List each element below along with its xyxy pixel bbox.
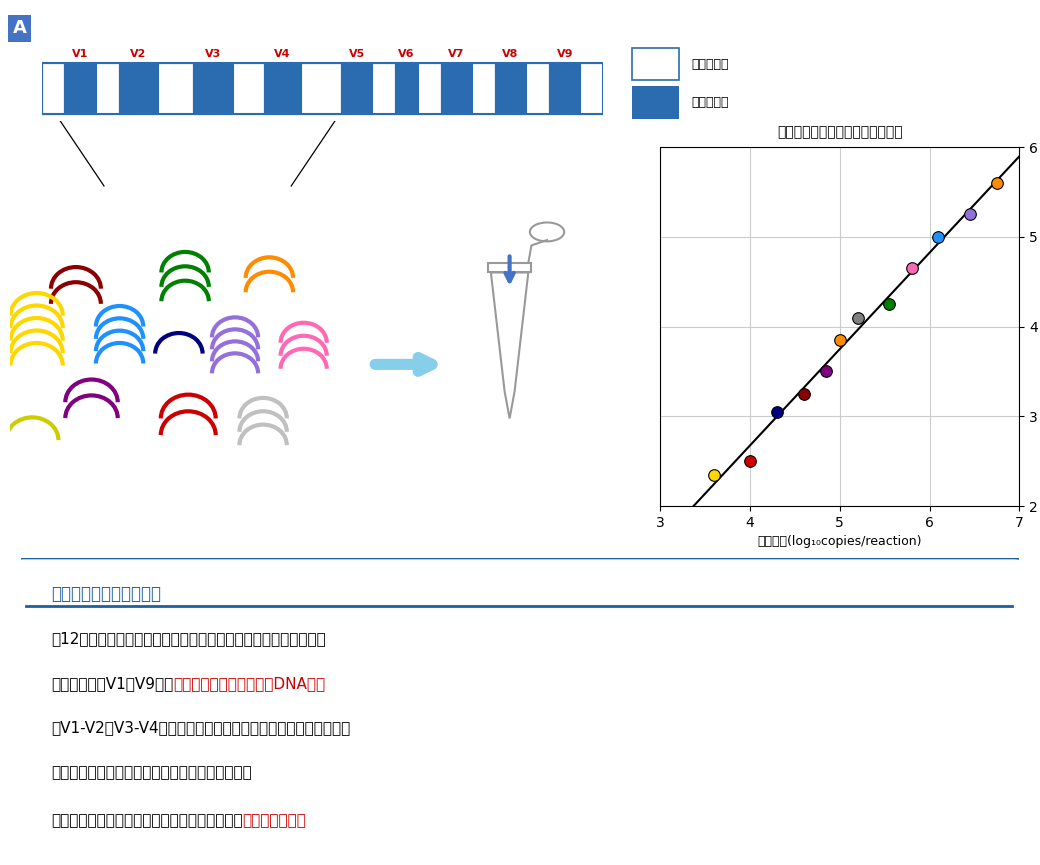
Point	[903, 261, 919, 275]
FancyArrowPatch shape	[505, 256, 514, 281]
Bar	[233, 63, 264, 114]
Point	[769, 405, 785, 419]
FancyArrowPatch shape	[375, 357, 432, 371]
Text: A: A	[12, 19, 26, 37]
Text: V8: V8	[502, 49, 519, 59]
Text: ・可変領域（V1～V9）は: ・可変領域（V1～V9）は	[51, 676, 173, 691]
Bar	[96, 63, 119, 114]
Text: V4: V4	[275, 49, 291, 59]
Text: V2: V2	[130, 49, 147, 59]
Bar	[42, 63, 64, 114]
Bar	[395, 63, 418, 114]
Point	[706, 468, 723, 482]
Text: V3: V3	[205, 49, 220, 59]
FancyBboxPatch shape	[10, 558, 1028, 858]
Text: V7: V7	[448, 49, 465, 59]
Bar	[264, 63, 301, 114]
Point	[962, 208, 979, 221]
Point	[818, 364, 835, 378]
Text: V6: V6	[398, 49, 415, 59]
Text: ・V1-V2、V3-V4といったどの可変領域についても定量解析可能: ・V1-V2、V3-V4といったどの可変領域についても定量解析可能	[51, 721, 350, 735]
Text: 自然界に存在しない人工DNA配列: 自然界に存在しない人工DNA配列	[173, 676, 326, 691]
Title: 人工核酸標準物質を用いた検量線: 人工核酸標準物質を用いた検量線	[777, 125, 903, 139]
Bar	[418, 63, 441, 114]
Point	[881, 298, 898, 311]
Point	[796, 387, 812, 400]
Bar	[42, 63, 603, 114]
Bar	[341, 63, 372, 114]
Bar	[632, 86, 679, 119]
Text: ：保存領域: ：保存領域	[692, 58, 729, 72]
Text: 人工核酸標準物質の特徴: 人工核酸標準物質の特徴	[51, 585, 161, 603]
Bar	[472, 63, 495, 114]
Bar	[580, 63, 603, 114]
X-axis label: コピー数(log₁₀copies/reaction): コピー数(log₁₀copies/reaction)	[757, 535, 922, 548]
Bar	[64, 63, 96, 114]
Bar	[549, 63, 580, 114]
Text: V9: V9	[556, 49, 573, 59]
Bar	[495, 63, 526, 114]
Bar	[301, 63, 341, 114]
Point	[988, 176, 1005, 190]
Bar	[526, 63, 549, 114]
Bar	[441, 63, 472, 114]
Text: ：可変領域: ：可変領域	[692, 95, 729, 109]
Bar	[158, 63, 192, 114]
Bar	[489, 263, 530, 272]
Text: ・あらゆる生体サンプルにスパイクイン可能な: ・あらゆる生体サンプルにスパイクイン可能な	[51, 813, 242, 828]
Bar	[632, 48, 679, 80]
Bar	[119, 63, 158, 114]
Text: ・12種類の配列既知の核酸が異なる存在比で混合された標準物質: ・12種類の配列既知の核酸が異なる存在比で混合された標準物質	[51, 631, 326, 646]
Point	[742, 454, 758, 468]
Text: ・解析サンプルの菌羢解析結果に影響を与えない: ・解析サンプルの菌羢解析結果に影響を与えない	[51, 766, 252, 780]
Point	[930, 230, 946, 244]
Text: 普遍的な標準品: 普遍的な標準品	[242, 813, 306, 828]
Text: V5: V5	[348, 49, 365, 59]
Point	[850, 311, 866, 324]
Point	[832, 333, 849, 347]
Polygon shape	[491, 272, 528, 419]
Bar	[372, 63, 395, 114]
Bar	[192, 63, 233, 114]
Text: V1: V1	[72, 49, 88, 59]
Ellipse shape	[530, 222, 565, 241]
